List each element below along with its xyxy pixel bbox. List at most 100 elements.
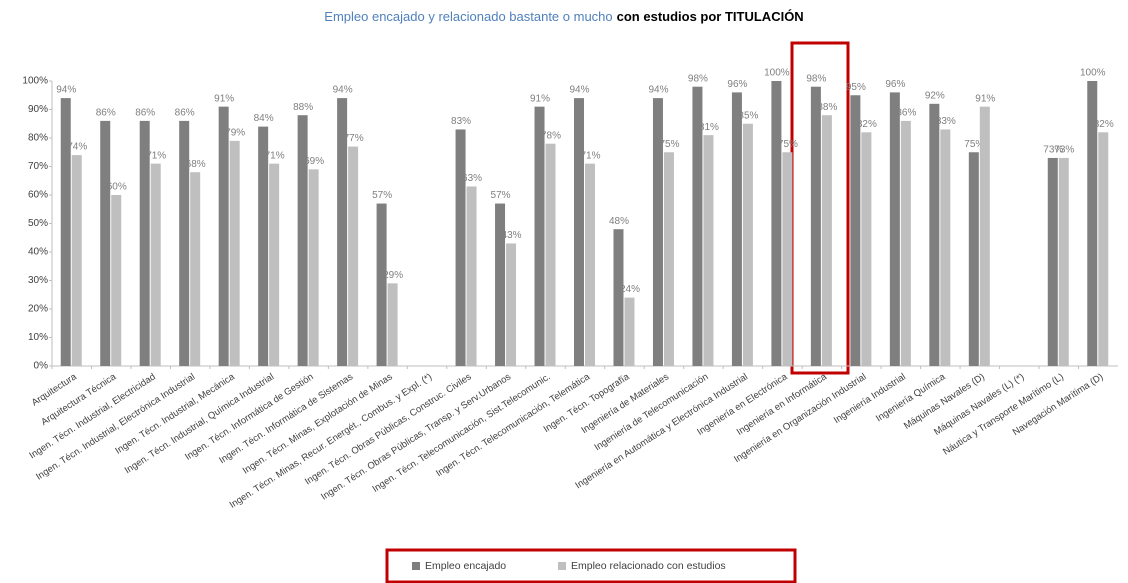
y-tick-label: 40% [28, 247, 48, 258]
value-label: 94% [56, 85, 76, 96]
y-tick-label: 60% [28, 190, 48, 201]
value-label: 69% [304, 156, 324, 167]
value-label: 86% [135, 108, 155, 119]
bar [900, 120, 911, 367]
value-label: 63% [462, 173, 482, 184]
bar [979, 106, 990, 367]
value-label: 71% [580, 150, 600, 161]
bar [731, 92, 742, 367]
value-label: 91% [975, 93, 995, 104]
legend-label: Empleo relacionado con estudios [571, 560, 726, 572]
title-part: con estudios por TITULACIÓN [617, 9, 804, 24]
y-tick-label: 80% [28, 133, 48, 144]
value-label: 83% [451, 116, 471, 127]
value-label: 100% [1080, 68, 1106, 79]
bar [150, 163, 161, 366]
bar [850, 95, 861, 366]
bar [100, 120, 111, 367]
value-label: 29% [383, 270, 403, 281]
bar [60, 98, 71, 366]
legend-swatch [412, 562, 420, 570]
value-label: 86% [896, 108, 916, 119]
bar [940, 129, 951, 366]
value-label: 71% [146, 150, 166, 161]
y-tick-label: 10% [28, 332, 48, 343]
value-label: 85% [738, 110, 758, 121]
bar [810, 86, 821, 366]
bar [534, 106, 545, 367]
bar [663, 152, 674, 366]
value-label: 24% [620, 284, 640, 295]
bar [258, 126, 269, 366]
bar [1098, 132, 1109, 366]
bar [229, 140, 240, 366]
bar [929, 103, 940, 367]
value-label: 75% [964, 139, 984, 150]
bar [1058, 157, 1069, 366]
value-label: 78% [541, 130, 561, 141]
bar [624, 297, 635, 366]
bar [652, 98, 663, 366]
x-tick-label: Ingeniería Industrial [832, 371, 908, 426]
bar [821, 115, 832, 366]
bar [308, 169, 319, 366]
value-label: 48% [609, 216, 629, 227]
bar [179, 120, 190, 367]
value-label: 74% [67, 142, 87, 153]
bar [889, 92, 900, 367]
chart-title: Empleo encajado y relacionado bastante o… [324, 9, 803, 24]
bar [545, 143, 556, 366]
y-tick-label: 90% [28, 104, 48, 115]
bar [466, 186, 477, 366]
bar [574, 98, 584, 366]
bar [495, 203, 506, 366]
bar [348, 146, 359, 366]
bar [1087, 81, 1098, 366]
value-label: 77% [344, 133, 364, 144]
y-tick-label: 70% [28, 161, 48, 172]
bar [692, 86, 703, 366]
value-label: 92% [925, 90, 945, 101]
bar [742, 123, 753, 366]
value-label: 73% [1043, 145, 1063, 156]
value-label: 84% [254, 113, 274, 124]
y-tick-label: 30% [28, 275, 48, 286]
value-label: 95% [846, 82, 866, 93]
bar [387, 283, 398, 366]
bar [376, 203, 387, 366]
value-label: 100% [764, 68, 790, 79]
bar [968, 152, 979, 366]
value-label: 88% [293, 102, 313, 113]
value-label: 96% [885, 79, 905, 90]
value-label: 83% [936, 116, 956, 127]
bar [861, 132, 872, 366]
bar [190, 172, 201, 366]
value-label: 79% [225, 127, 245, 138]
value-label: 88% [817, 102, 837, 113]
legend-label: Empleo encajado [425, 560, 506, 572]
y-tick-label: 100% [22, 76, 48, 87]
bar [1047, 157, 1058, 366]
value-label: 71% [265, 150, 285, 161]
bar [703, 135, 714, 366]
bar [455, 129, 466, 366]
value-label: 94% [648, 85, 668, 96]
bar [269, 163, 280, 366]
value-label: 82% [857, 119, 877, 130]
value-label: 94% [333, 85, 353, 96]
value-label: 73% [1054, 145, 1074, 156]
value-label: 75% [778, 139, 798, 150]
value-label: 98% [806, 73, 826, 84]
title-part: Empleo encajado y relacionado bastante o… [324, 9, 612, 24]
bar [71, 155, 82, 366]
value-label: 91% [214, 93, 234, 104]
value-label: 75% [659, 139, 679, 150]
y-tick-label: 0% [34, 361, 49, 372]
value-label: 98% [688, 73, 708, 84]
value-label: 60% [107, 182, 127, 193]
value-label: 82% [1094, 119, 1114, 130]
bar [218, 106, 229, 367]
value-label: 86% [96, 108, 116, 119]
value-label: 57% [372, 190, 392, 201]
